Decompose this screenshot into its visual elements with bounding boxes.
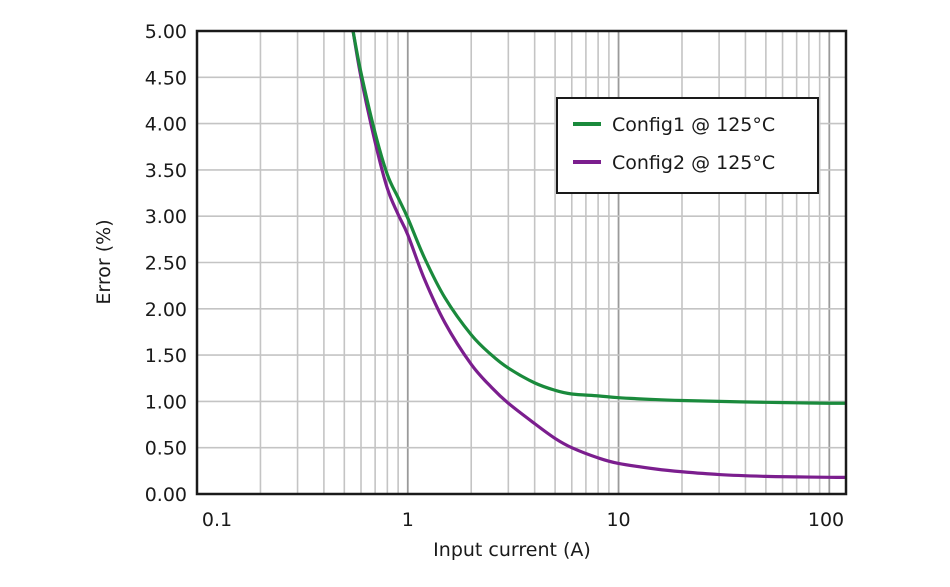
x-tick-label: 0.1	[202, 509, 232, 531]
legend-label-config2: Config2 @ 125°C	[612, 152, 775, 174]
y-tick-label: 4.50	[145, 67, 187, 89]
x-tick-label: 10	[606, 509, 630, 531]
y-tick-label: 4.00	[145, 114, 187, 136]
y-tick-label: 5.00	[145, 21, 187, 43]
y-tick-label: 3.50	[145, 160, 187, 182]
y-tick-label: 0.50	[145, 438, 187, 460]
y-axis-title: Error (%)	[93, 219, 115, 304]
x-axis-title: Input current (A)	[433, 539, 591, 561]
legend-label-config1: Config1 @ 125°C	[612, 114, 775, 136]
x-axis-ticks: 0.1 1 10 100	[202, 509, 844, 531]
y-tick-label: 3.00	[145, 206, 187, 228]
legend-box	[556, 97, 819, 194]
y-tick-label: 2.50	[145, 253, 187, 275]
plot-frame	[195, 29, 848, 496]
x-tick-label: 100	[808, 509, 844, 531]
y-tick-label: 1.50	[145, 345, 187, 367]
series-line-2	[351, 30, 847, 479]
y-tick-label: 1.00	[145, 391, 187, 413]
x-tick-label: 1	[402, 509, 414, 531]
plot-curves	[351, 30, 847, 479]
legend: Config1 @ 125°C Config2 @ 125°C	[556, 97, 819, 194]
y-tick-label: 0.00	[145, 484, 187, 506]
y-axis-ticks: 0.00 0.50 1.00 1.50 2.00 2.50 3.00 3.50 4.00 4.50…	[145, 21, 187, 506]
series-line-1	[351, 30, 847, 405]
y-tick-label: 2.00	[145, 299, 187, 321]
